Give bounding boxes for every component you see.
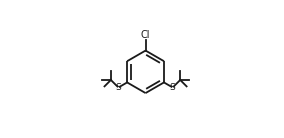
Text: Cl: Cl [141,30,150,40]
Text: S: S [170,83,176,92]
Text: S: S [116,83,121,92]
